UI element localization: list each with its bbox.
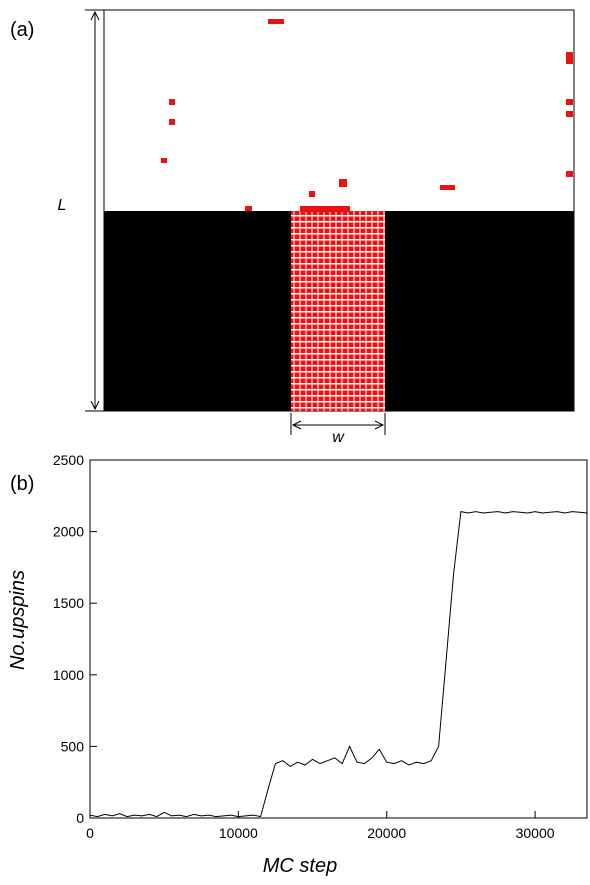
y-tick-label: 1500 — [53, 595, 84, 611]
panel-label: (a) — [10, 19, 34, 41]
up-spins — [161, 19, 573, 212]
width-label: w — [332, 429, 345, 446]
y-tick-label: 2500 — [53, 452, 84, 468]
height-label: L — [58, 197, 67, 214]
panel-label: (b) — [10, 473, 34, 495]
size-markers — [85, 9, 386, 435]
y-tick-label: 2000 — [53, 524, 84, 540]
data-line — [89, 511, 588, 818]
y-tick-label: 0 — [76, 810, 84, 826]
x-tick-label: 0 — [86, 825, 94, 841]
plot-frame — [89, 459, 588, 819]
x-tick-label: 10000 — [219, 825, 258, 841]
x-tick-label: 20000 — [367, 825, 406, 841]
channel — [291, 211, 385, 411]
x-axis-label: MC step — [263, 855, 337, 877]
y-axis-label: No.upspins — [7, 570, 29, 670]
y-tick-label: 500 — [61, 738, 85, 754]
x-tick-label: 30000 — [516, 825, 555, 841]
y-tick-label: 1000 — [53, 667, 84, 683]
